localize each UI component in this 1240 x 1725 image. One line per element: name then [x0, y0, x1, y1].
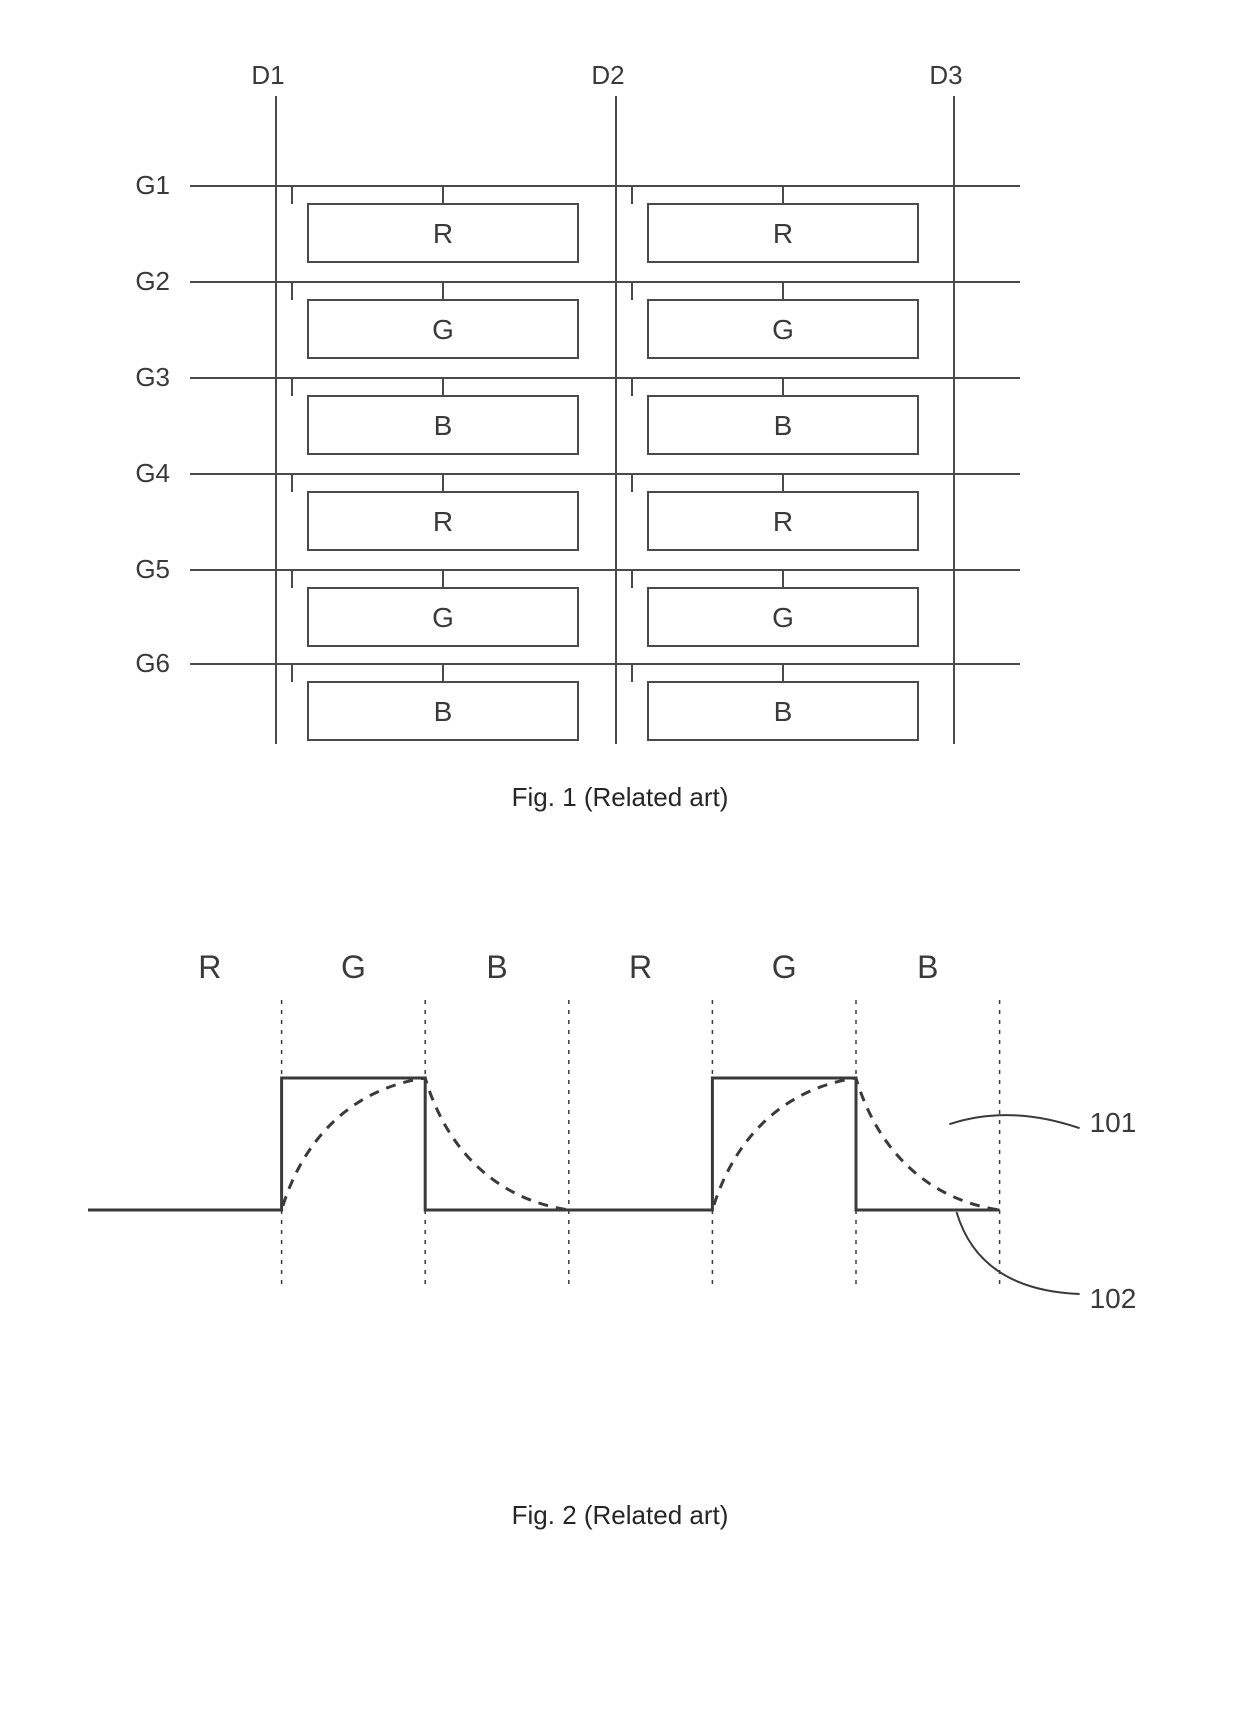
pixel-letter-r6-c2: B — [774, 696, 793, 727]
pixel-letter-r1-c2: R — [773, 218, 793, 249]
segment-label-5: G — [772, 949, 797, 985]
g-label-6: G6 — [135, 648, 170, 678]
segment-label-4: R — [629, 949, 652, 985]
d-label-1: D1 — [251, 60, 284, 90]
g-label-4: G4 — [135, 458, 170, 488]
ref-leader-102 — [957, 1212, 1080, 1294]
g-label-1: G1 — [135, 170, 170, 200]
pixel-letter-r2-c1: G — [432, 314, 454, 345]
ref-label-102: 102 — [1090, 1283, 1137, 1314]
actual-waveform-101 — [88, 1078, 1000, 1210]
pixel-letter-r4-c1: R — [433, 506, 453, 537]
segment-label-2: G — [341, 949, 366, 985]
pixel-letter-r3-c1: B — [434, 410, 453, 441]
ref-label-101: 101 — [1090, 1107, 1137, 1138]
pixel-letter-r2-c2: G — [772, 314, 794, 345]
pixel-letter-r3-c2: B — [774, 410, 793, 441]
segment-label-6: B — [917, 949, 938, 985]
d-label-2: D2 — [591, 60, 624, 90]
pixel-letter-r1-c1: R — [433, 218, 453, 249]
pixel-letter-r5-c2: G — [772, 602, 794, 633]
segment-label-3: B — [486, 949, 507, 985]
g-label-5: G5 — [135, 554, 170, 584]
figure-1-diagram: D1 D2 D3 G1 G2 G3 G4 G5 G6 R R G G B B R R G G B B — [0, 0, 1240, 820]
figure-2-diagram: R G B R G B 101 102 — [0, 900, 1240, 1500]
pixel-letter-r5-c1: G — [432, 602, 454, 633]
g-label-3: G3 — [135, 362, 170, 392]
g-label-2: G2 — [135, 266, 170, 296]
pixel-letter-r4-c2: R — [773, 506, 793, 537]
d-label-3: D3 — [929, 60, 962, 90]
pixel-letter-r6-c1: B — [434, 696, 453, 727]
figure-2-caption: Fig. 2 (Related art) — [0, 1500, 1240, 1531]
figure-1-caption: Fig. 1 (Related art) — [0, 782, 1240, 813]
segment-label-1: R — [198, 949, 221, 985]
page: D1 D2 D3 G1 G2 G3 G4 G5 G6 R R G G B B R R G G B B Fig. 1 (R… — [0, 0, 1240, 1725]
ref-leader-101 — [949, 1115, 1079, 1128]
